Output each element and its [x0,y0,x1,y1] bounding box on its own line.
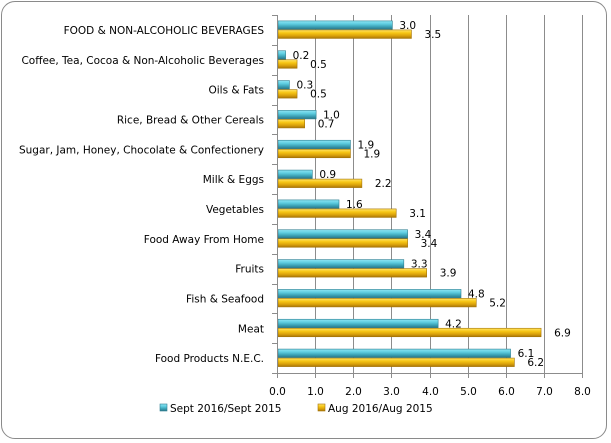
bar-aug [277,268,427,278]
category-label: Oils & Fats [208,85,264,97]
bar-aug [277,29,412,39]
category-label: Fish & Seafood [186,293,264,305]
bars [277,20,542,367]
bar-sept [277,169,313,179]
x-tick-label: 0.0 [269,386,286,398]
category-label: Sugar, Jam, Honey, Chocolate & Confectio… [19,144,264,156]
x-tick-label: 8.0 [574,386,591,398]
bar-aug [277,357,515,367]
bar-aug [277,208,397,218]
data-label: 0.2 [293,50,310,62]
bar-sept [277,80,290,90]
data-label: 1.9 [357,139,374,151]
data-label: 6.2 [527,357,544,369]
x-tick-label: 7.0 [536,386,553,398]
bar-sept [277,110,317,120]
category-label: Vegetables [206,204,264,216]
data-label: 3.0 [399,20,416,32]
data-label: 3.9 [440,268,457,280]
legend: Sept 2016/Sept 2015 Aug 2016/Aug 2015 [159,403,433,415]
category-label: Food Away From Home [144,234,264,246]
x-tick-label: 4.0 [422,386,439,398]
x-tick-label: 2.0 [345,386,362,398]
bar-aug [277,148,351,159]
legend-label: Sept 2016/Sept 2015 [170,403,281,415]
bar-sept [277,20,393,30]
gridlines [315,15,583,373]
bar-sept [277,50,286,60]
data-label: 6.1 [518,348,535,360]
bar-aug [277,89,298,99]
data-label: 3.1 [409,208,426,220]
bar-sept [277,139,351,150]
bar-sept [277,259,405,269]
data-label: 3.3 [411,259,428,271]
axes [272,15,583,378]
legend-swatch [159,403,168,412]
bar-sept [277,229,408,239]
category-label: Milk & Eggs [203,174,264,186]
data-label: 0.5 [310,59,327,71]
data-label: 4.2 [445,318,462,330]
data-label: 2.2 [375,178,392,190]
bar-aug [277,238,408,248]
bar-aug [277,119,305,129]
data-label: 1.0 [323,109,340,121]
category-label: Fruits [235,264,264,276]
legend-label: Aug 2016/Aug 2015 [328,403,433,415]
data-label: 3.4 [421,238,438,250]
category-label: Food Products N.E.C. [155,353,264,365]
category-label: Coffee, Tea, Cocoa & Non-Alcoholic Bever… [21,55,264,67]
data-label: 3.4 [415,229,432,241]
data-label: 1.9 [363,148,380,160]
data-label: 0.9 [319,169,336,181]
x-tick-label: 5.0 [460,386,477,398]
bar-sept [277,289,462,299]
bar-sept [277,318,439,329]
bar-aug [277,298,477,308]
data-label: 1.6 [346,199,363,211]
x-tick-label: 1.0 [307,386,324,398]
data-label: 6.9 [554,327,571,339]
data-label: 4.8 [468,288,485,300]
category-label: FOOD & NON-ALCOHOLIC BEVERAGES [64,25,265,37]
labels: 0.0 1.0 2.0 3.0 4.0 5.0 6.0 7.0 8.0 FOOD & NON-AL… [19,20,591,398]
legend-swatch [317,403,326,412]
data-label: 0.3 [296,80,313,92]
x-tick-label: 3.0 [383,386,400,398]
bar-aug [277,327,542,338]
category-label: Meat [238,323,264,335]
bar-sept [277,199,340,209]
data-label: 0.7 [318,118,335,130]
data-label: 5.2 [489,297,506,309]
bar-sept [277,348,511,358]
category-label: Rice, Bread & Other Cereals [117,114,264,126]
data-label: 3.5 [424,29,441,41]
x-tick-label: 6.0 [498,386,515,398]
data-label: 0.5 [310,89,327,101]
